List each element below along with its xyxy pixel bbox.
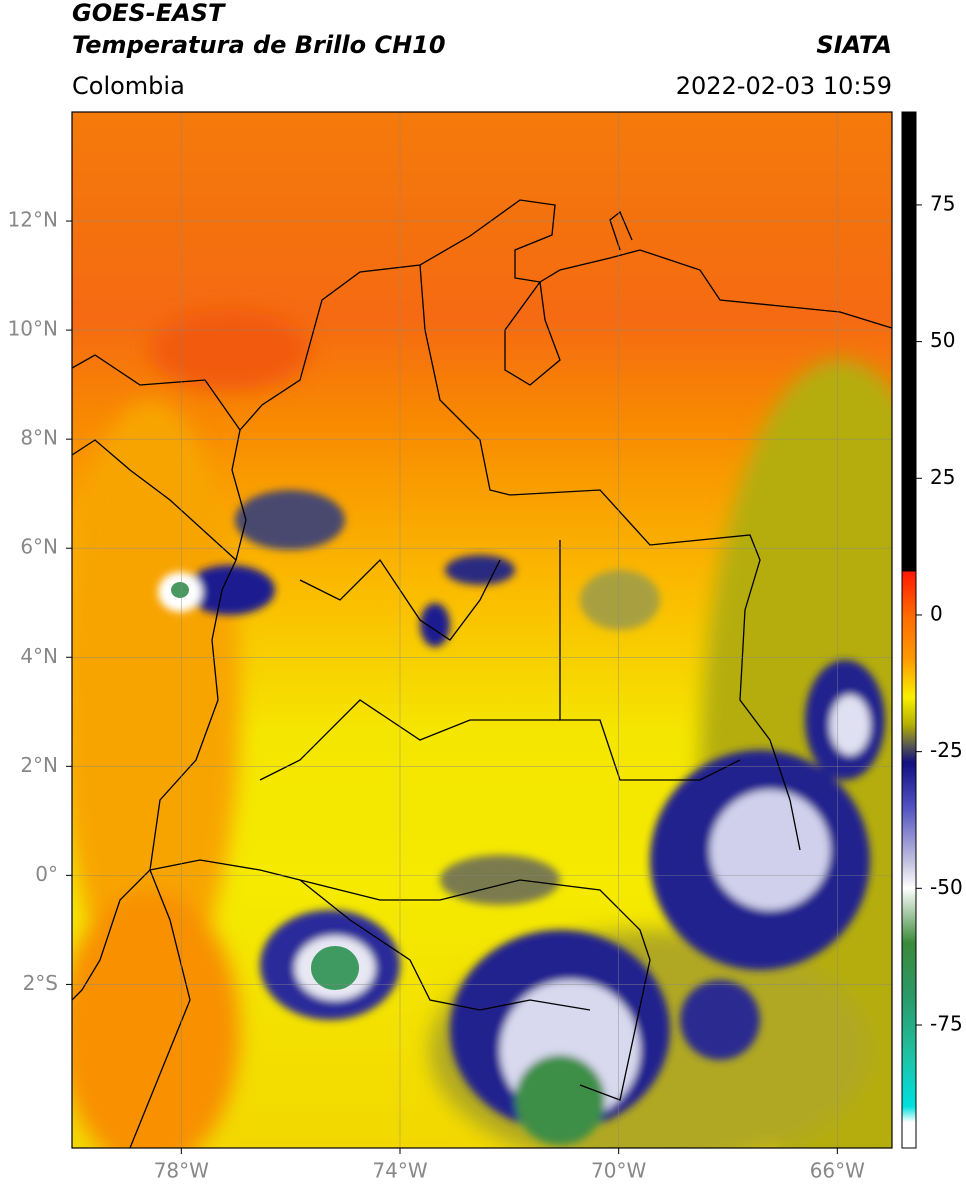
product: Temperatura de Brillo CH10: [72, 31, 446, 59]
region: Colombia: [72, 72, 185, 100]
x-tick-label: 78°W: [154, 1159, 209, 1183]
y-tick-label: 8°N: [20, 426, 58, 450]
agency: SIATA: [816, 31, 892, 59]
grid: [72, 112, 892, 1148]
colorbar-tick-label: 25: [930, 465, 955, 489]
map-frame: [71, 111, 893, 1149]
y-tick-label: 4°N: [20, 644, 58, 668]
y-tick-label: 6°N: [20, 535, 58, 559]
colorbar-tick-label: -50: [930, 875, 963, 899]
colorbar-tick-label: -75: [930, 1011, 963, 1035]
colorbar-tick-label: 75: [930, 191, 955, 215]
y-tick-label: 10°N: [8, 317, 58, 341]
x-tick-label: 74°W: [372, 1159, 427, 1183]
y-tick-label: 0°: [35, 862, 58, 886]
datetime: 2022-02-03 10:59: [676, 72, 892, 100]
x-tick-label: 70°W: [591, 1159, 646, 1183]
y-tick-label: 2°S: [23, 971, 58, 995]
satellite: GOES-EAST: [72, 0, 226, 27]
y-tick-label: 12°N: [8, 208, 58, 232]
colorbar: [901, 111, 917, 1149]
colorbar-tick-label: -25: [930, 738, 963, 762]
colorbar-tick-label: 0: [930, 601, 943, 625]
y-tick-label: 2°N: [20, 753, 58, 777]
x-tick-label: 66°W: [810, 1159, 865, 1183]
colorbar-tick-label: 50: [930, 328, 955, 352]
map-imagery: [72, 112, 892, 1148]
